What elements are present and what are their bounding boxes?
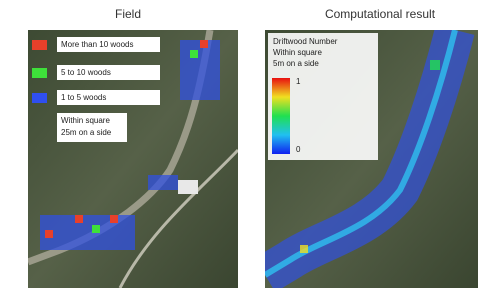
note: Within square [61, 116, 110, 125]
legend-label: 5 to 10 woods [61, 68, 111, 77]
legend-line: Driftwood Number [273, 37, 338, 46]
colorbar-label: 1 [296, 77, 301, 86]
panel-title: Computational result [325, 7, 436, 21]
page: Field More than 10 woods 5 to 10 woods 1… [0, 0, 478, 288]
legend-label: More than 10 woods [61, 40, 134, 49]
colorbar [272, 78, 290, 154]
colorbar-label: 0 [296, 145, 301, 154]
legend-line: Within square [273, 48, 322, 57]
figure: Field More than 10 woods 5 to 10 woods 1… [0, 0, 478, 288]
note: 25m on a side [61, 128, 112, 137]
legend-swatch [32, 68, 47, 78]
legend-line: 5m on a side [273, 59, 319, 68]
legend-label: 1 to 5 woods [61, 93, 106, 102]
colorbar-legend: Driftwood Number Within square 5m on a s… [268, 33, 378, 160]
legend-swatch [32, 93, 47, 103]
legend-swatch [32, 40, 47, 50]
panel-title: Field [115, 7, 141, 21]
